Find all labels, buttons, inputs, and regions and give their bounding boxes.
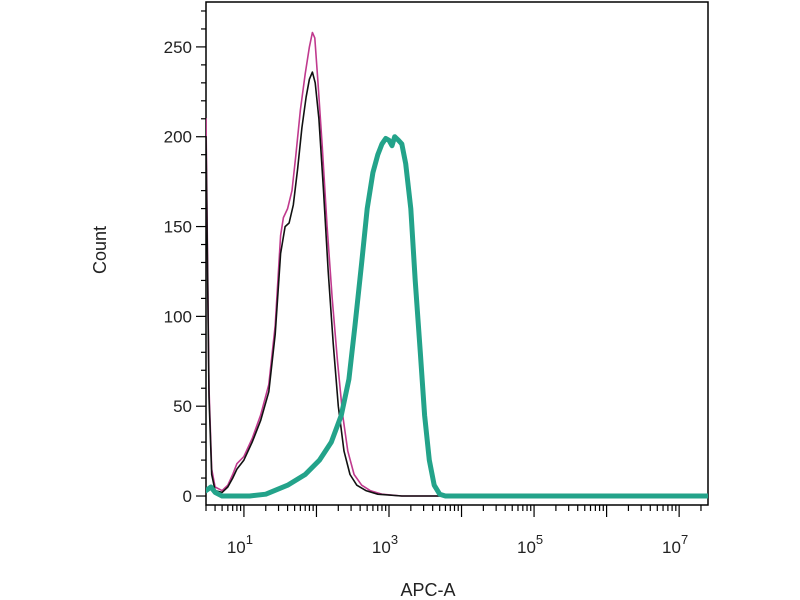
series-line-1 <box>206 31 708 497</box>
series-line-2 <box>206 71 708 497</box>
y-tick-label: 50 <box>173 397 192 416</box>
x-axis: 101 103 105 107 <box>205 505 702 557</box>
x-tick-label: 107 <box>662 532 688 557</box>
x-tick-label: 105 <box>517 532 543 557</box>
series-group <box>206 31 708 499</box>
y-axis: 0 50 100 150 200 250 <box>164 10 206 506</box>
series-layer <box>206 31 708 499</box>
y-tick-label: 250 <box>164 38 192 57</box>
x-tick-label: 103 <box>372 532 398 557</box>
y-axis-title: Count <box>90 226 110 274</box>
plot-border <box>205 1 709 506</box>
series-line-3 <box>206 134 708 499</box>
y-tick-label: 200 <box>164 128 192 147</box>
y-tick-label: 150 <box>164 218 192 237</box>
y-tick-label: 100 <box>164 307 192 326</box>
x-tick-label: 101 <box>227 532 253 557</box>
x-axis-title: APC-A <box>400 580 455 600</box>
plot-frame <box>205 1 709 506</box>
y-tick-label: 0 <box>183 487 192 506</box>
